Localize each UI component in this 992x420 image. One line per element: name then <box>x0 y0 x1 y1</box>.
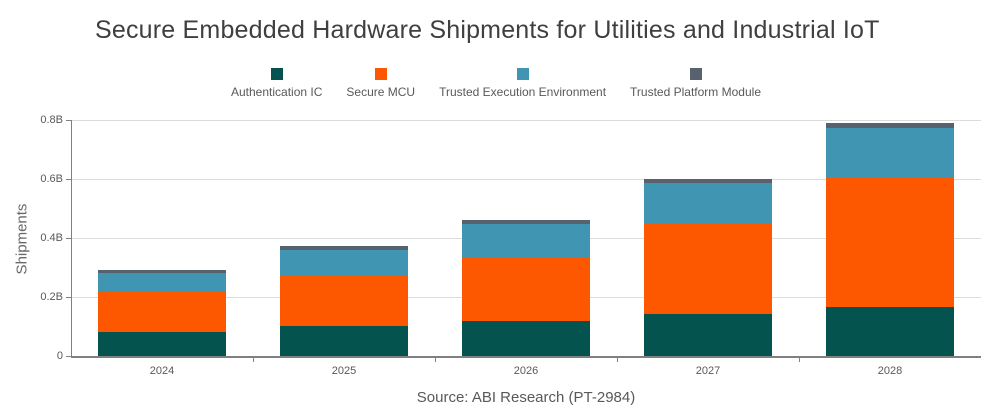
legend-item[interactable]: Authentication IC <box>231 68 322 99</box>
bar-segment[interactable] <box>280 246 408 251</box>
x-axis-tick <box>435 356 436 362</box>
bar-segment[interactable] <box>826 127 954 179</box>
bar-segment[interactable] <box>644 183 772 224</box>
legend-label: Trusted Platform Module <box>630 85 761 99</box>
x-axis-tick <box>253 356 254 362</box>
y-tick-label: 0.8B <box>40 114 63 126</box>
x-axis-tick <box>799 356 800 362</box>
y-axis-title: Shipments <box>13 203 31 275</box>
y-tick-label: 0.2B <box>40 291 63 303</box>
gridline <box>71 179 981 180</box>
bar-segment[interactable] <box>98 331 226 356</box>
legend-swatch <box>516 68 529 80</box>
y-axis-tick <box>66 120 71 121</box>
bar-segment[interactable] <box>462 220 590 224</box>
bar-segment[interactable] <box>644 223 772 315</box>
x-tick-label: 2024 <box>149 365 175 377</box>
x-tick-label: 2025 <box>331 365 357 377</box>
bar-segment[interactable] <box>98 273 226 292</box>
bar-segment[interactable] <box>98 291 226 332</box>
y-axis-tick <box>66 238 71 239</box>
gridline <box>71 120 981 121</box>
y-axis-tick <box>66 356 71 357</box>
bar-segment[interactable] <box>462 257 590 322</box>
bar-segment[interactable] <box>98 269 226 274</box>
legend-item[interactable]: Secure MCU <box>346 68 415 99</box>
y-tick-label: 0.6B <box>40 173 63 185</box>
legend-item[interactable]: Trusted Platform Module <box>630 68 761 99</box>
y-tick-label: 0.4B <box>40 232 63 244</box>
x-tick-label: 2026 <box>513 365 539 377</box>
legend-swatch <box>689 68 702 80</box>
y-tick-label: 0 <box>56 350 63 362</box>
y-axis-tick <box>66 179 71 180</box>
bar-segment[interactable] <box>280 274 408 327</box>
x-axis-tick <box>617 356 618 362</box>
legend-label: Authentication IC <box>231 85 323 99</box>
bar-segment[interactable] <box>280 250 408 275</box>
x-tick-label: 2028 <box>877 365 903 377</box>
y-axis-tick <box>66 297 71 298</box>
bar-segment[interactable] <box>280 326 408 356</box>
y-axis-line <box>71 120 72 356</box>
legend-swatch <box>374 68 387 80</box>
x-tick-label: 2027 <box>695 365 721 377</box>
bar-segment[interactable] <box>644 314 772 356</box>
bar-segment[interactable] <box>826 307 954 356</box>
legend: Authentication IC Secure MCU Trusted Execu… <box>0 68 992 99</box>
source-note: Source: ABI Research (PT-2984) <box>416 389 636 406</box>
x-axis-line <box>71 356 981 358</box>
legend-swatch <box>270 68 283 80</box>
bar-segment[interactable] <box>826 178 954 308</box>
bar-segment[interactable] <box>644 179 772 184</box>
bar-segment[interactable] <box>826 122 954 128</box>
legend-item[interactable]: Trusted Execution Environment <box>439 68 606 99</box>
bar-segment[interactable] <box>462 223 590 258</box>
chart-title: Secure Embedded Hardware Shipments for U… <box>95 16 880 44</box>
legend-label: Trusted Execution Environment <box>439 85 607 99</box>
bar-segment[interactable] <box>462 321 590 356</box>
legend-label: Secure MCU <box>346 85 416 99</box>
